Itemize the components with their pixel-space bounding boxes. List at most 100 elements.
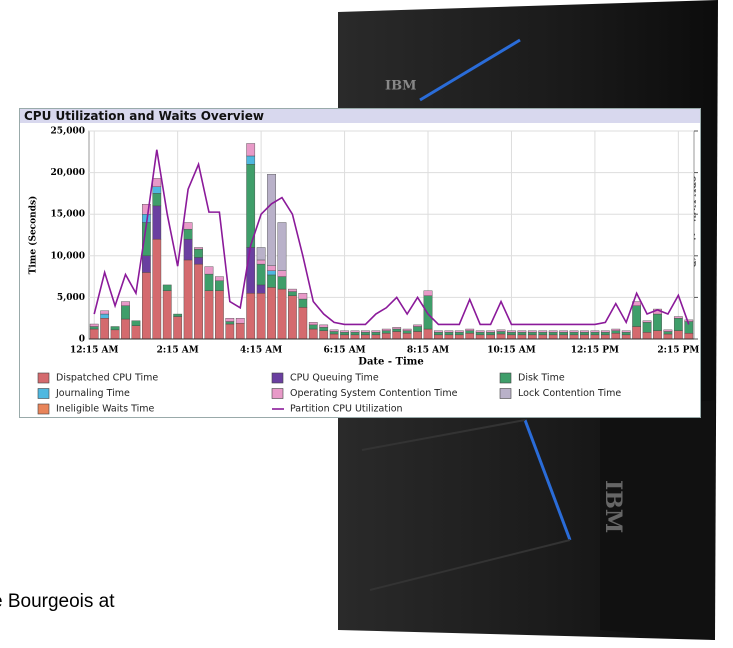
bar-segment xyxy=(226,318,234,321)
bar-segment xyxy=(559,335,567,339)
y-tick-label: 20,000 xyxy=(51,168,85,178)
bar-segment xyxy=(528,331,536,333)
bar-segment xyxy=(434,331,442,333)
bar-segment xyxy=(434,332,442,334)
bar-segment xyxy=(622,332,630,334)
legend-swatch xyxy=(272,389,283,399)
bar-segment xyxy=(236,318,244,323)
y-tick-label: 5,000 xyxy=(57,293,85,303)
bar-segment xyxy=(455,335,463,339)
bar-segment xyxy=(257,285,265,293)
bar-segment xyxy=(257,247,265,259)
bar-segment xyxy=(476,332,484,334)
bar-segment xyxy=(434,335,442,339)
bar-segment xyxy=(153,178,161,186)
chart: CPU Utilization and Waits Overview Time … xyxy=(19,108,701,418)
y2-tick-label: 100 xyxy=(700,127,701,137)
bar-segment xyxy=(340,332,348,334)
bar-segment xyxy=(351,335,359,339)
bar-segment xyxy=(403,329,411,331)
bar-segment xyxy=(372,332,380,334)
bar-segment xyxy=(632,327,640,339)
bar-segment xyxy=(278,223,286,271)
bar-segment xyxy=(612,329,620,331)
bar-segment xyxy=(132,321,140,326)
legend-swatch xyxy=(272,373,283,383)
bar-segment xyxy=(549,331,557,333)
bar-segment xyxy=(299,299,307,307)
bar-segment xyxy=(288,289,296,291)
bar-segment xyxy=(664,332,672,334)
bar-segment xyxy=(309,322,317,324)
bar-segment xyxy=(685,333,693,339)
bar-segment xyxy=(424,296,432,329)
bar-segment xyxy=(278,277,286,289)
bar-segment xyxy=(205,291,213,339)
bar-segment xyxy=(153,206,161,239)
bar-segment xyxy=(247,293,255,339)
bar-segment xyxy=(591,332,599,334)
y-axis-title: Time (Seconds) xyxy=(28,196,39,275)
bar-segment xyxy=(507,332,515,334)
bar-segment xyxy=(236,323,244,339)
bar-segment xyxy=(424,291,432,296)
legend-label: Dispatched CPU Time xyxy=(56,373,158,384)
bar-segment xyxy=(257,260,265,264)
bar-segment xyxy=(194,249,202,257)
y2-tick-label: 60 xyxy=(700,210,701,220)
bar-segment xyxy=(309,325,317,329)
bar-segment xyxy=(413,332,421,339)
bar-segment xyxy=(226,324,234,339)
caption: e Bourgeois at xyxy=(0,591,115,612)
bar-segment xyxy=(278,271,286,277)
bar-segment xyxy=(247,247,255,293)
bar-segment xyxy=(372,335,380,339)
bar-segment xyxy=(486,332,494,334)
server-logo: IBM xyxy=(385,79,416,94)
bar-segment xyxy=(247,156,255,164)
bar-segment xyxy=(111,327,119,330)
bar-segment xyxy=(121,302,129,306)
bar-segment xyxy=(445,331,453,333)
bar-segment xyxy=(90,324,98,326)
bar-segment xyxy=(226,322,234,324)
bar-segment xyxy=(445,332,453,334)
bar-segment xyxy=(580,331,588,333)
bar-segment xyxy=(173,314,181,316)
bar-segment xyxy=(257,293,265,339)
bar-segment xyxy=(674,331,682,339)
bar-segment xyxy=(591,331,599,333)
bar-segment xyxy=(267,275,275,287)
x-tick-label: 6:15 AM xyxy=(323,346,365,356)
bar-segment xyxy=(382,333,390,339)
page: IBM IBM e Bourgeois at CPU Utilization a… xyxy=(0,0,733,648)
bar-segment xyxy=(466,331,474,333)
bar-segment xyxy=(215,291,223,339)
bar-segment xyxy=(674,318,682,330)
bar-segment xyxy=(570,331,578,333)
bar-segment xyxy=(622,335,630,339)
bar-segment xyxy=(173,317,181,339)
bar-segment xyxy=(622,331,630,333)
bar-segment xyxy=(549,332,557,334)
y-tick-label: 0 xyxy=(79,335,85,345)
bar-segment xyxy=(215,281,223,291)
bar-segment xyxy=(340,335,348,339)
y-tick-label: 15,000 xyxy=(51,210,85,220)
bar-segment xyxy=(153,239,161,339)
legend-label: Lock Contention Time xyxy=(518,388,621,399)
legend-label: Partition CPU Utilization xyxy=(290,404,403,415)
bar-segment xyxy=(267,266,275,271)
bar-segment xyxy=(288,296,296,339)
bar-segment xyxy=(685,320,693,322)
bar-segment xyxy=(601,331,609,333)
bar-segment xyxy=(121,319,129,339)
bar-segment xyxy=(184,260,192,339)
bar-segment xyxy=(351,331,359,333)
plot-area xyxy=(89,131,694,339)
bar-segment xyxy=(205,274,213,291)
bar-segment xyxy=(497,332,505,334)
bar-segment xyxy=(299,293,307,299)
bar-segment xyxy=(403,333,411,339)
x-tick-label: 2:15 PM xyxy=(657,346,699,356)
